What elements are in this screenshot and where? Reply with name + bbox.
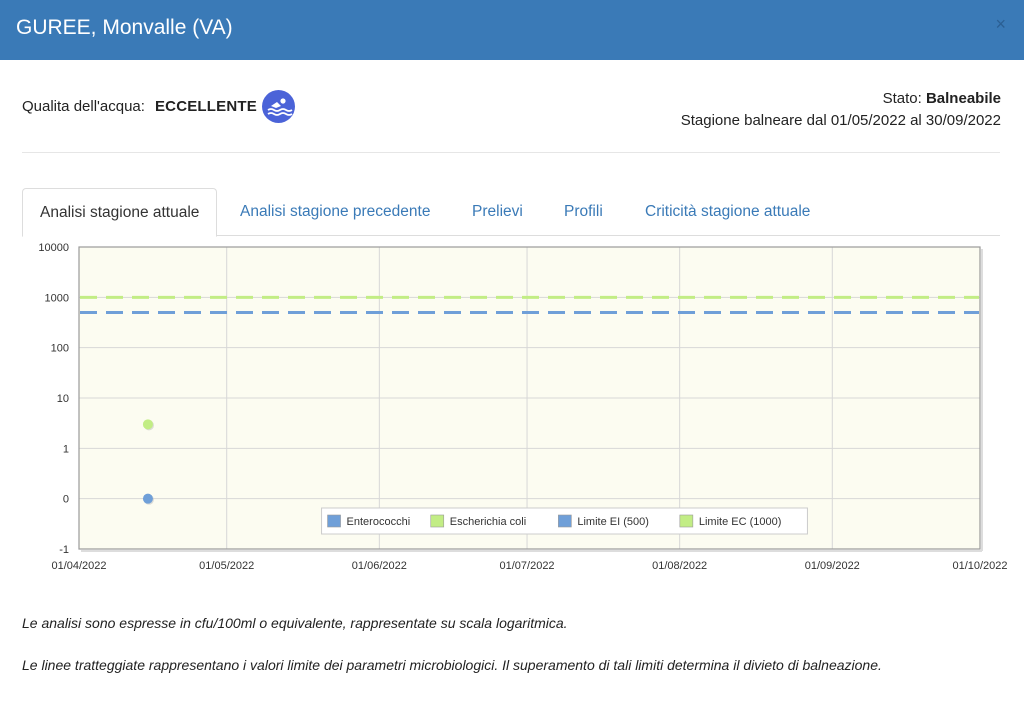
modal-title: GUREE, Monvalle (VA) — [16, 16, 233, 39]
note-limits: Le linee tratteggiate rappresentano i va… — [22, 657, 882, 673]
tab-current-season-analysis[interactable]: Analisi stagione attuale — [22, 188, 218, 237]
legend-label: Limite EC (1000) — [699, 516, 782, 528]
legend-swatch — [430, 514, 445, 528]
swimmer-icon — [261, 90, 295, 123]
plot-border — [78, 246, 981, 550]
x-tick-label: 01/08/2022 — [652, 560, 707, 572]
y-tick-label: 10000 — [38, 242, 69, 254]
y-tick-label: 1 — [63, 443, 69, 455]
legend-label: Enterococchi — [347, 516, 411, 528]
bathing-status: Stato: Balneabile — [681, 88, 1001, 110]
water-quality-label: Qualita dell'acqua: — [22, 98, 145, 115]
note-units: Le analisi sono espresse in cfu/100ml o … — [22, 615, 568, 631]
tab-samples[interactable]: Prelievi — [472, 203, 523, 220]
y-tick-label: 0 — [63, 494, 69, 506]
y-tick-label: 1000 — [45, 292, 69, 304]
legend-label: Escherichia coli — [450, 516, 526, 528]
season-period: Stagione balneare dal 01/05/2022 al 30/0… — [680, 112, 1001, 129]
legend-label: Limite EI (500) — [577, 516, 649, 528]
water-quality-value: ECCELLENTE — [154, 98, 257, 115]
legend-swatch — [558, 514, 572, 528]
x-tick-label: 01/07/2022 — [500, 560, 555, 572]
divider — [22, 152, 1000, 153]
legend-swatch — [679, 514, 694, 528]
x-tick-label: 01/05/2022 — [199, 560, 254, 572]
data-point — [142, 493, 153, 504]
x-tick-label: 01/06/2022 — [352, 560, 407, 572]
x-tick-label: 01/04/2022 — [51, 560, 106, 572]
tab-previous-season-analysis[interactable]: Analisi stagione precedente — [240, 203, 431, 220]
tab-profiles[interactable]: Profili — [564, 203, 603, 220]
status-label: Stato: — [882, 90, 922, 107]
modal-header: GUREE, Monvalle (VA) × — [0, 0, 1024, 60]
data-point — [142, 419, 153, 430]
status-block: Stato: Balneabile Stagione balneare dal … — [681, 88, 1001, 132]
y-tick-label: 10 — [57, 393, 69, 405]
analysis-chart: 01/04/2022 01/05/2022 01/06/2022 01/07/2022… — [38, 242, 1007, 572]
legend-swatch — [327, 514, 341, 528]
y-tick-label: -1 — [59, 544, 69, 556]
tab-bar: Analisi stagione attuale Analisi stagion… — [22, 188, 1000, 237]
close-button[interactable]: × — [995, 14, 1006, 34]
tab-current-season-issues[interactable]: Criticità stagione attuale — [645, 203, 811, 220]
x-tick-label: 01/10/2022 — [952, 560, 1007, 572]
water-quality: Qualita dell'acqua: ECCELLENTE — [22, 90, 295, 123]
x-tick-label: 01/09/2022 — [805, 560, 860, 572]
y-tick-label: 100 — [51, 343, 69, 355]
status-value: Balneabile — [925, 90, 1001, 107]
